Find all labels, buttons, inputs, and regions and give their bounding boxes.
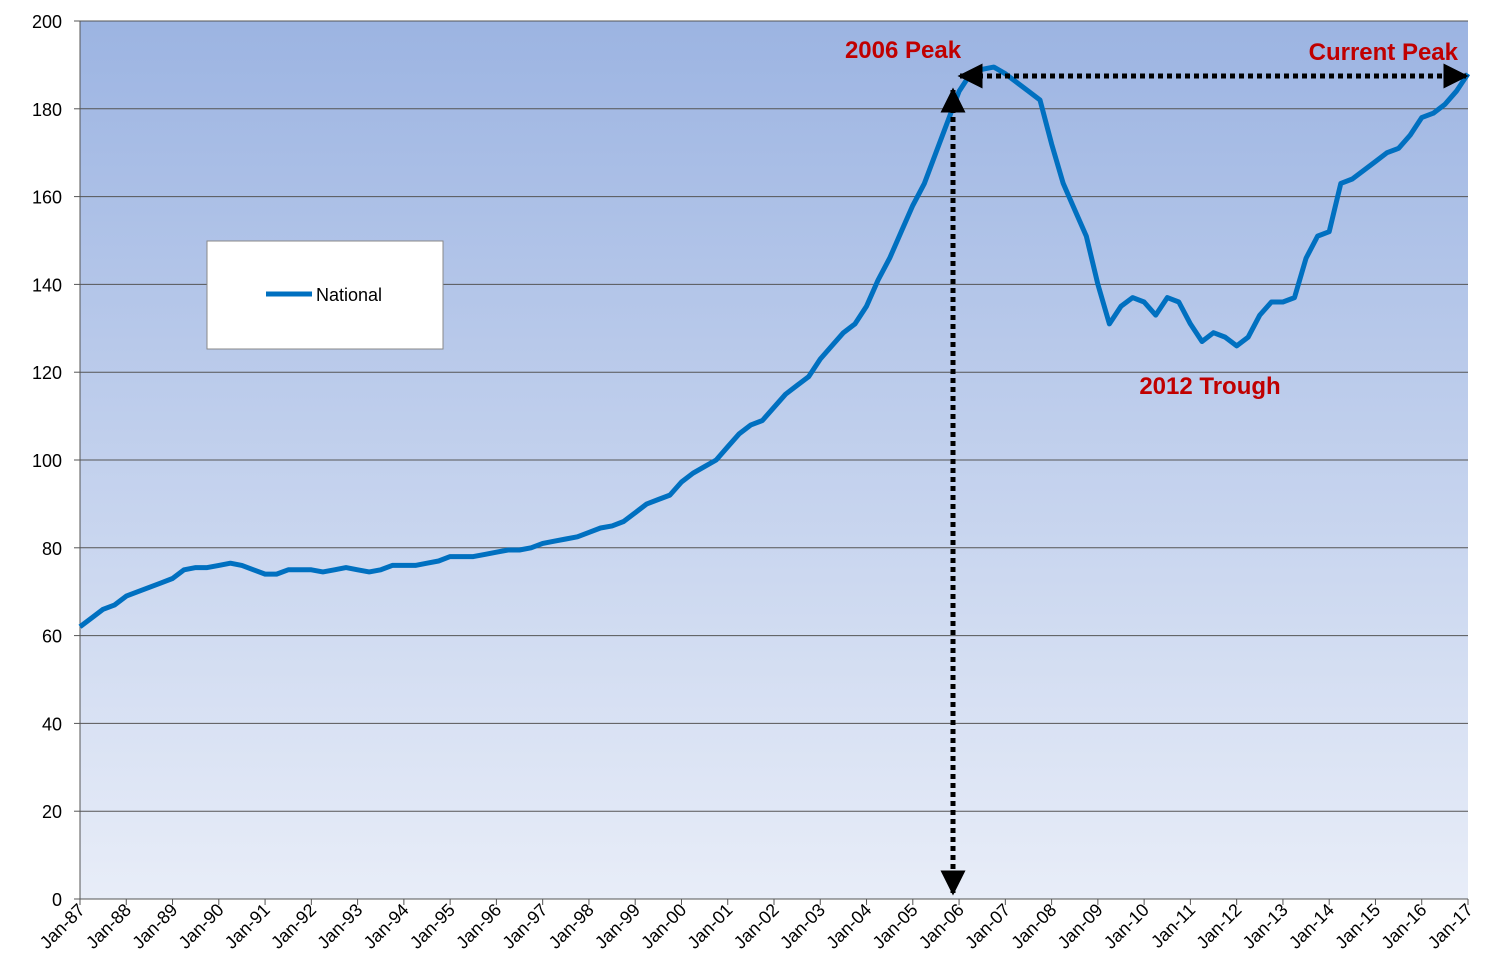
- y-tick-label: 160: [32, 188, 62, 208]
- series-line: [78, 64, 1471, 629]
- y-tick-label: 40: [42, 714, 62, 734]
- x-tick-label: Jan-93: [313, 900, 366, 953]
- x-tick-label: Jan-92: [267, 900, 320, 953]
- annotation: 2012 Trough: [1139, 373, 1280, 400]
- x-tick-label: Jan-89: [128, 900, 181, 953]
- legend: [206, 240, 444, 350]
- x-tick-label: Jan-14: [1285, 900, 1338, 953]
- legend-label: National: [316, 285, 382, 305]
- x-tick-label: Jan-01: [683, 900, 736, 953]
- y-tick-label: 80: [42, 539, 62, 559]
- y-tick-label: 60: [42, 627, 62, 647]
- x-tick-label: Jan-13: [1239, 900, 1292, 953]
- x-tick-label: Jan-88: [82, 900, 135, 953]
- x-tick-label: Jan-87: [36, 900, 89, 953]
- x-tick-label: Jan-16: [1377, 900, 1430, 953]
- x-tick-label: Jan-04: [822, 900, 875, 953]
- x-tick-label: Jan-06: [915, 900, 968, 953]
- y-tick-label: 120: [32, 363, 62, 383]
- x-tick-label: Jan-94: [360, 900, 413, 953]
- x-tick-label: Jan-09: [1054, 900, 1107, 953]
- x-tick-label: Jan-15: [1331, 900, 1384, 953]
- x-tick-label: Jan-91: [221, 900, 274, 953]
- y-tick-label: 180: [32, 100, 62, 120]
- y-tick-label: 100: [32, 451, 62, 471]
- x-tick-label: Jan-95: [406, 900, 459, 953]
- x-tick-label: Jan-97: [498, 900, 551, 953]
- x-tick-label: Jan-96: [452, 900, 505, 953]
- x-tick-label: Jan-07: [961, 900, 1014, 953]
- annotation: 2006 Peak: [845, 37, 962, 64]
- x-tick-label: Jan-99: [591, 900, 644, 953]
- x-tick-label: Jan-05: [869, 900, 922, 953]
- y-tick-label: 20: [42, 802, 62, 822]
- x-tick-label: Jan-10: [1100, 900, 1153, 953]
- annotation: Current Peak: [1309, 39, 1459, 66]
- x-tick-label: Jan-02: [730, 900, 783, 953]
- y-tick-label: 200: [32, 12, 62, 32]
- x-tick-label: Jan-12: [1192, 900, 1245, 953]
- x-tick-label: Jan-11: [1147, 900, 1199, 952]
- x-tick-label: Jan-03: [776, 900, 829, 953]
- y-tick-label: 0: [52, 890, 62, 910]
- x-tick-label: Jan-00: [637, 900, 690, 953]
- x-tick-label: Jan-98: [545, 900, 598, 953]
- x-tick-label: Jan-08: [1007, 900, 1060, 953]
- x-tick-label: Jan-17: [1424, 900, 1477, 953]
- x-tick-label: Jan-90: [175, 900, 228, 953]
- y-tick-label: 140: [32, 275, 62, 295]
